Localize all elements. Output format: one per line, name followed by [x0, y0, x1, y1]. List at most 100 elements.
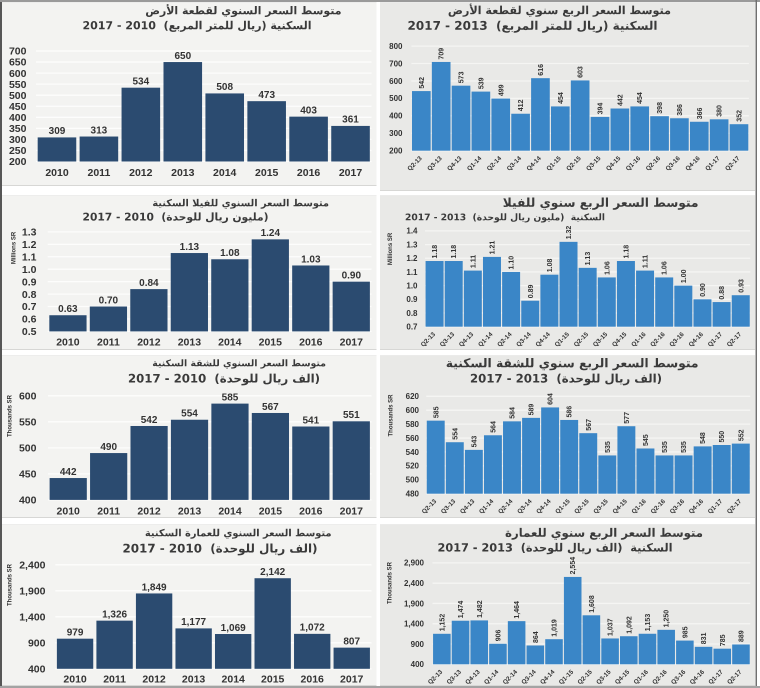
svg-text:1,250: 1,250 [664, 610, 671, 628]
svg-text:700: 700 [9, 46, 27, 58]
svg-text:1.4: 1.4 [406, 227, 418, 236]
svg-text:535: 535 [681, 441, 688, 453]
svg-text:1.11: 1.11 [470, 255, 477, 268]
svg-text:2017: 2017 [340, 337, 364, 349]
svg-text:309: 309 [49, 126, 66, 137]
svg-text:499: 499 [498, 84, 505, 96]
svg-text:366: 366 [697, 108, 704, 120]
svg-text:0.70: 0.70 [99, 295, 119, 306]
svg-text:573: 573 [459, 71, 466, 83]
svg-text:1,153: 1,153 [645, 614, 652, 632]
svg-text:535: 535 [662, 441, 669, 453]
svg-text:906: 906 [495, 630, 502, 642]
svg-text:1.13: 1.13 [585, 252, 592, 266]
svg-text:0.89: 0.89 [528, 284, 535, 298]
svg-text:Thousands SR: Thousands SR [8, 563, 14, 606]
svg-text:2017: 2017 [339, 167, 363, 179]
svg-text:584: 584 [510, 407, 517, 419]
svg-text:500: 500 [406, 476, 420, 485]
svg-text:300: 300 [9, 134, 27, 146]
svg-text:1,072: 1,072 [300, 623, 325, 634]
svg-text:1.1: 1.1 [406, 268, 418, 277]
svg-text:554: 554 [452, 428, 459, 440]
svg-text:603: 603 [578, 66, 585, 78]
svg-text:250: 250 [9, 145, 27, 157]
svg-text:2014: 2014 [218, 337, 242, 349]
svg-text:2017: 2017 [340, 506, 364, 518]
svg-text:616: 616 [538, 64, 545, 76]
svg-text:473: 473 [258, 90, 275, 101]
svg-text:2016: 2016 [299, 337, 323, 349]
svg-text:985: 985 [682, 626, 689, 638]
svg-text:Millions SR: Millions SR [12, 231, 18, 264]
svg-text:398: 398 [657, 102, 664, 114]
svg-text:550: 550 [19, 417, 37, 429]
svg-text:520: 520 [406, 462, 420, 471]
svg-text:785: 785 [720, 634, 727, 646]
svg-text:889: 889 [739, 630, 746, 642]
svg-text:2012: 2012 [142, 674, 166, 686]
svg-text:2015: 2015 [259, 506, 283, 518]
svg-text:1,482: 1,482 [477, 600, 484, 618]
svg-text:1,092: 1,092 [626, 616, 633, 634]
svg-text:2,400: 2,400 [19, 560, 45, 572]
svg-text:539: 539 [478, 77, 485, 89]
svg-text:386: 386 [677, 104, 684, 116]
svg-text:1.10: 1.10 [509, 256, 516, 270]
svg-text:567: 567 [586, 419, 593, 431]
svg-text:700: 700 [389, 59, 403, 68]
svg-text:1.32: 1.32 [566, 226, 573, 240]
svg-text:394: 394 [598, 103, 605, 115]
svg-text:400: 400 [389, 112, 403, 121]
svg-text:361: 361 [342, 115, 359, 126]
svg-text:560: 560 [406, 434, 420, 443]
svg-text:350: 350 [9, 123, 27, 135]
svg-text:550: 550 [719, 431, 726, 443]
svg-text:2012: 2012 [129, 167, 153, 179]
svg-text:450: 450 [19, 469, 37, 481]
svg-text:620: 620 [406, 392, 420, 401]
svg-text:564: 564 [490, 421, 497, 433]
svg-text:2010: 2010 [57, 506, 81, 518]
svg-text:1.08: 1.08 [220, 248, 240, 259]
svg-text:1.18: 1.18 [432, 245, 439, 259]
svg-text:2016: 2016 [299, 506, 323, 518]
svg-text:1.21: 1.21 [490, 241, 497, 255]
svg-text:554: 554 [181, 409, 198, 420]
svg-text:0.7: 0.7 [22, 301, 37, 313]
svg-text:864: 864 [533, 631, 540, 643]
svg-text:400: 400 [28, 664, 46, 676]
svg-text:1.2: 1.2 [406, 254, 418, 263]
svg-text:604: 604 [548, 393, 555, 405]
svg-text:2014: 2014 [222, 674, 246, 686]
svg-text:1,464: 1,464 [514, 601, 521, 619]
svg-text:979: 979 [67, 628, 84, 639]
svg-text:1.06: 1.06 [662, 261, 669, 275]
svg-text:454: 454 [558, 92, 565, 104]
svg-text:1.06: 1.06 [604, 261, 611, 275]
svg-text:2015: 2015 [261, 674, 285, 686]
svg-text:2012: 2012 [137, 337, 161, 349]
svg-text:412: 412 [518, 99, 525, 111]
svg-text:2010: 2010 [63, 674, 87, 686]
svg-text:585: 585 [433, 406, 440, 418]
svg-text:2011: 2011 [97, 506, 120, 518]
svg-text:313: 313 [91, 125, 108, 136]
svg-text:709: 709 [439, 48, 446, 60]
svg-text:2014: 2014 [213, 167, 237, 179]
svg-text:1.18: 1.18 [451, 245, 458, 259]
svg-text:2010: 2010 [56, 337, 80, 349]
svg-text:807: 807 [343, 636, 360, 647]
svg-text:2013: 2013 [178, 337, 202, 349]
svg-text:Thousands SR: Thousands SR [388, 561, 394, 604]
svg-text:900: 900 [411, 640, 425, 649]
svg-text:1,400: 1,400 [404, 620, 425, 629]
svg-text:540: 540 [406, 448, 420, 457]
svg-text:1,152: 1,152 [439, 614, 446, 632]
svg-text:1.03: 1.03 [301, 254, 321, 265]
svg-text:450: 450 [9, 101, 27, 113]
svg-text:800: 800 [389, 42, 403, 51]
svg-text:1.2: 1.2 [22, 239, 37, 251]
svg-text:300: 300 [389, 129, 403, 138]
svg-text:551: 551 [343, 410, 360, 421]
